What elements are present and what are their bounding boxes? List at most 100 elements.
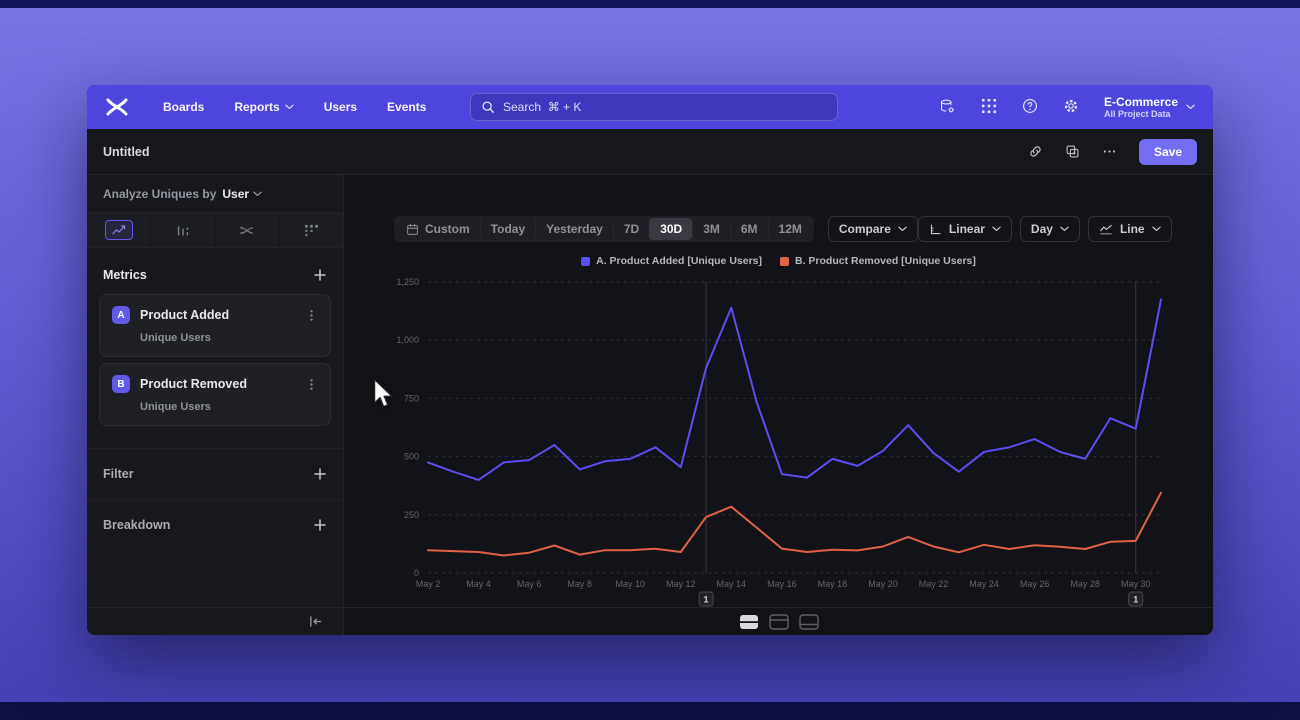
search-bar[interactable] <box>470 93 838 121</box>
chart-type-tabstrip <box>87 212 343 248</box>
layout-split-icon[interactable] <box>739 614 759 630</box>
x-axis-tick: May 22 <box>919 579 949 589</box>
settings-icon[interactable] <box>1063 98 1079 115</box>
bar-chart-icon <box>170 221 196 240</box>
x-axis-tick: May 24 <box>969 579 999 589</box>
metric-subtitle: Unique Users <box>140 401 211 413</box>
section-label: Breakdown <box>103 518 171 532</box>
range-custom[interactable]: Custom <box>396 218 480 240</box>
date-range-segmented-control: Custom Today Yesterday 7D 30D 3M 6M 12M <box>394 216 814 242</box>
annotation-badge[interactable] <box>1128 591 1144 607</box>
section-breakdown: Breakdown <box>87 499 343 550</box>
data-governance-icon[interactable] <box>939 98 956 115</box>
nav-item-reports[interactable]: Reports <box>234 100 294 114</box>
line-chart-icon <box>1099 222 1113 236</box>
x-axis-tick: May 6 <box>517 579 542 589</box>
section-label: Filter <box>103 467 134 481</box>
link-icon[interactable] <box>1028 144 1043 159</box>
interval-dropdown[interactable]: Day <box>1019 216 1080 242</box>
legend-label: A. Product Added [Unique Users] <box>596 255 762 267</box>
range-7d[interactable]: 7D <box>612 218 649 240</box>
kebab-menu-icon[interactable] <box>305 378 318 391</box>
metrics-header: Metrics <box>87 248 343 288</box>
nav-item-boards[interactable]: Boards <box>163 100 204 114</box>
project-selector[interactable]: E-Commerce All Project Data <box>1104 95 1195 119</box>
analyze-unit-dropdown[interactable]: User <box>222 187 262 201</box>
add-filter-button[interactable] <box>313 467 327 481</box>
project-name: E-Commerce <box>1103 94 1178 109</box>
metric-subtitle: Unique Users <box>140 332 211 344</box>
legend-swatch <box>780 256 789 266</box>
x-axis-tick: May 28 <box>1070 579 1100 589</box>
add-breakdown-button[interactable] <box>313 518 327 532</box>
chart-pane: Custom Today Yesterday 7D 30D 3M 6M 12M Compare… <box>344 175 1213 635</box>
tab-retention[interactable] <box>280 213 343 247</box>
line-chart: 0 250 500 750 1,000 1,250 May 2 May 4 May 6 May 8… <box>396 277 1164 607</box>
range-label: 6M <box>740 222 758 236</box>
range-yesterday[interactable]: Yesterday <box>535 218 613 240</box>
x-axis-tick: May 20 <box>868 579 898 589</box>
mixpanel-logo-icon[interactable] <box>105 97 129 117</box>
top-navbar: Boards Reports Users Events E-Commerce All … <box>87 85 1213 129</box>
metric-name: Product Added <box>140 308 230 322</box>
x-axis-tick: May 14 <box>717 579 747 589</box>
scale-dropdown[interactable]: Linear <box>917 216 1012 242</box>
search-input[interactable] <box>503 100 827 114</box>
x-axis-tick: May 4 <box>466 579 491 589</box>
tab-bar-chart[interactable] <box>151 213 216 247</box>
legend-swatch <box>581 256 591 266</box>
x-axis-tick: May 8 <box>567 579 592 589</box>
y-axis-tick: 1,000 <box>396 335 419 345</box>
background-top-strip <box>0 0 1300 8</box>
x-axis-tick: May 30 <box>1121 579 1151 589</box>
nav-menu: Boards Reports Users Events <box>163 100 426 114</box>
legend-item[interactable]: A. Product Added [Unique Users] <box>581 255 762 267</box>
legend-item[interactable]: B. Product Removed [Unique Users] <box>780 255 976 267</box>
chevron-down-icon <box>1186 104 1195 110</box>
duplicate-icon[interactable] <box>1065 144 1080 159</box>
add-metric-button[interactable] <box>313 268 327 282</box>
layout-chart-top-icon[interactable] <box>768 613 789 630</box>
metric-card-a[interactable]: A Product Added Unique Users <box>99 294 331 357</box>
range-today[interactable]: Today <box>479 218 535 240</box>
insights-icon <box>104 220 133 240</box>
compare-button[interactable]: Compare <box>827 216 918 242</box>
metric-card-b[interactable]: B Product Removed Unique Users <box>99 363 331 426</box>
nav-item-events[interactable]: Events <box>387 100 426 114</box>
layout-toggle-bar <box>344 607 1213 635</box>
series-line[interactable] <box>427 298 1162 481</box>
range-30d[interactable]: 30D <box>649 218 693 240</box>
metric-row: A Product Added <box>112 306 318 324</box>
annotation-badge[interactable] <box>698 591 714 607</box>
series-line[interactable] <box>427 491 1162 557</box>
metric-row: B Product Removed <box>112 375 318 393</box>
chart-toolbar: Custom Today Yesterday 7D 30D 3M 6M 12M Compare… <box>394 215 1172 243</box>
kebab-menu-icon[interactable] <box>305 309 318 322</box>
section-filter: Filter <box>87 448 343 499</box>
chart-type-dropdown[interactable]: Line <box>1087 216 1172 242</box>
range-label: Yesterday <box>546 222 603 236</box>
range-12m[interactable]: 12M <box>767 218 812 240</box>
range-label: 3M <box>703 222 720 236</box>
y-axis-tick: 0 <box>414 568 419 578</box>
more-icon[interactable] <box>1102 144 1117 159</box>
x-axis-tick: May 16 <box>767 579 797 589</box>
query-sidebar: Analyze Uniques by User Metrics A Product… <box>87 175 344 635</box>
help-icon[interactable] <box>1022 98 1038 115</box>
chart-legend: A. Product Added [Unique Users] B. Produc… <box>344 255 1213 267</box>
nav-item-label: Events <box>387 100 427 114</box>
nav-item-users[interactable]: Users <box>324 100 357 114</box>
nav-item-label: Boards <box>163 100 205 114</box>
x-axis-tick: May 18 <box>818 579 848 589</box>
collapse-sidebar-button[interactable] <box>308 615 323 628</box>
range-3m[interactable]: 3M <box>692 218 730 240</box>
range-6m[interactable]: 6M <box>729 218 768 240</box>
tab-flows[interactable] <box>216 213 280 247</box>
layout-chart-bottom-icon[interactable] <box>798 613 819 630</box>
annotation-badge-label: 1 <box>704 595 709 605</box>
x-axis-tick: May 26 <box>1020 579 1050 589</box>
save-button[interactable]: Save <box>1138 138 1197 165</box>
apps-grid-icon[interactable] <box>981 98 997 115</box>
y-axis-tick: 750 <box>404 393 419 403</box>
tab-insights[interactable] <box>87 213 152 247</box>
